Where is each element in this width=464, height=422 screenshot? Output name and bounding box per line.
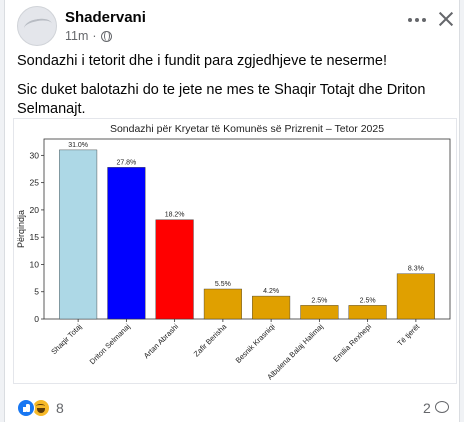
y-tick-label: 10 xyxy=(30,259,40,269)
reactions-count[interactable]: 8 xyxy=(56,400,64,416)
y-tick-label: 5 xyxy=(34,287,39,297)
avatar-logo xyxy=(22,16,54,36)
bar xyxy=(252,295,291,320)
post-paragraph: Sic duket balotazhi do te jete ne mes te… xyxy=(17,82,426,117)
bar-value-label: 18.2% xyxy=(165,212,185,219)
bar-value-label: 31.0% xyxy=(68,142,88,149)
more-dot-icon xyxy=(408,18,412,22)
y-tick-label: 20 xyxy=(30,205,40,215)
bar-chart: Sondazhi për Kryetar të Komunës së Prizr… xyxy=(16,123,451,382)
poll-chart-image[interactable]: Sondazhi për Kryetar të Komunës së Prizr… xyxy=(13,118,457,384)
bar-value-label: 2.5% xyxy=(311,297,327,304)
x-tick-label: Besnik Krasniqi xyxy=(234,322,277,365)
more-dot-icon xyxy=(415,18,419,22)
globe-icon xyxy=(100,30,112,42)
bar xyxy=(155,219,194,320)
more-dot-icon xyxy=(422,18,426,22)
bar-value-label: 27.8% xyxy=(116,159,136,166)
x-tick-label: Albulena Balaj Halimaj xyxy=(265,322,325,382)
post-paragraph: Sondazhi i tetorit dhe i fundit para zgj… xyxy=(17,53,387,69)
x-tick-label: Të tjerët xyxy=(395,321,421,347)
bar xyxy=(396,273,435,320)
bar xyxy=(107,167,146,320)
bar xyxy=(300,305,339,320)
avatar[interactable] xyxy=(17,6,57,46)
post-text: Sondazhi i tetorit dhe i fundit para zgj… xyxy=(17,52,447,129)
bar-value-label: 8.3% xyxy=(408,266,424,273)
y-tick-label: 25 xyxy=(30,178,40,188)
post-meta: 11m · xyxy=(65,29,112,43)
y-tick-label: 30 xyxy=(30,150,40,160)
x-tick-label: Emilia Rexhepi xyxy=(331,322,373,364)
post-footer: 8 2 xyxy=(5,392,461,422)
comment-icon[interactable] xyxy=(435,401,449,413)
x-tick-label: Driton Selmanaj xyxy=(88,322,132,366)
plot-frame xyxy=(43,138,451,320)
y-tick-label: 15 xyxy=(30,232,40,242)
more-options-button[interactable] xyxy=(405,10,429,30)
bar-value-label: 5.5% xyxy=(215,281,231,288)
bar xyxy=(348,305,387,320)
chart-title: Sondazhi për Kryetar të Komunës së Prizr… xyxy=(110,123,384,135)
y-axis-label: Përqindja xyxy=(16,210,26,248)
x-tick-label: Zafir Berisha xyxy=(192,321,229,358)
close-icon[interactable] xyxy=(435,8,457,30)
post-card: Shadervani 11m · Sondazhi i tetorit dhe … xyxy=(4,0,460,422)
x-tick-label: Shaqir Totaj xyxy=(49,322,84,357)
x-tick-label: Artan Abrashi xyxy=(142,322,180,360)
bar-value-label: 4.2% xyxy=(263,288,279,295)
comments-count[interactable]: 2 xyxy=(423,400,431,416)
y-tick-label: 0 xyxy=(34,314,39,324)
bar xyxy=(59,149,98,320)
bar xyxy=(203,288,242,320)
post-time[interactable]: 11m xyxy=(65,29,89,43)
like-icon[interactable] xyxy=(17,399,35,417)
post-author[interactable]: Shadervani xyxy=(65,9,146,26)
bar-value-label: 2.5% xyxy=(360,297,376,304)
meta-separator: · xyxy=(92,29,97,43)
